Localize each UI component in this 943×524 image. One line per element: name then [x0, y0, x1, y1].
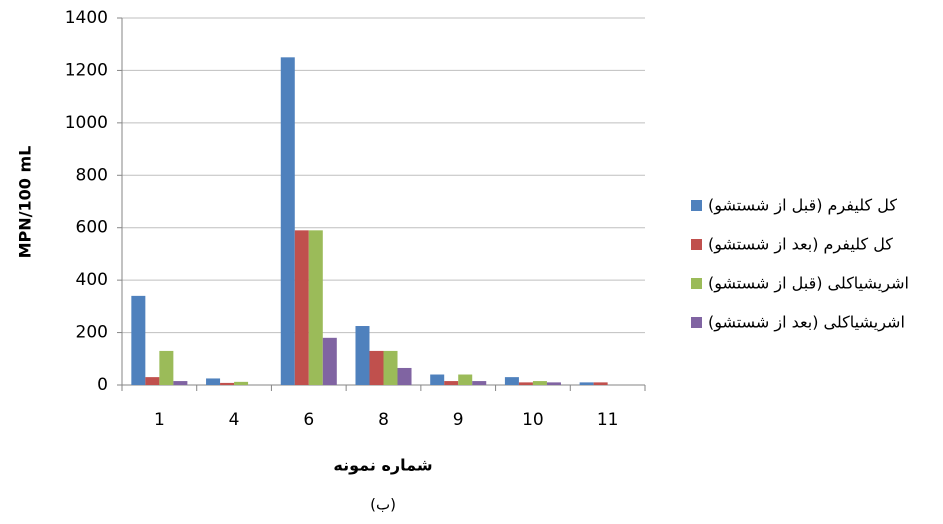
bar [159, 350, 174, 385]
x-tick-label: 6 [303, 410, 314, 430]
bar [369, 350, 384, 385]
bar [131, 295, 146, 385]
legend-swatch [691, 317, 702, 328]
x-tick-label: 10 [522, 410, 544, 430]
bar [430, 374, 445, 385]
legend-swatch [691, 278, 702, 289]
bar [145, 377, 160, 385]
x-tick-label: 9 [453, 410, 464, 430]
y-tick-label: 200 [76, 323, 108, 343]
bar [532, 381, 547, 385]
caption: (ب) [370, 496, 396, 514]
legend-swatch [691, 239, 702, 250]
bar [355, 326, 370, 385]
bar [472, 381, 487, 385]
bar [383, 350, 398, 385]
y-tick-label: 1400 [65, 8, 108, 28]
bar [518, 382, 533, 385]
legend-label: کل کلیفرم (بعد از شستشو) [708, 235, 893, 255]
bar [280, 57, 295, 385]
bar [322, 337, 337, 385]
bar [234, 381, 249, 385]
bar [397, 367, 412, 385]
bar [458, 374, 473, 385]
y-tick-label: 400 [76, 270, 108, 290]
legend-swatch [691, 200, 702, 211]
bar [546, 382, 561, 385]
legend-label: اشریشیاکلی (قبل از شستشو) [708, 274, 909, 294]
y-tick-label: 0 [97, 375, 108, 395]
legend-label: اشریشیاکلی (بعد از شستشو) [708, 313, 905, 333]
bar [593, 382, 608, 385]
x-axis-label: شماره نمونه [333, 456, 432, 475]
y-tick-label: 800 [76, 165, 108, 185]
x-tick-label: 11 [597, 410, 619, 430]
bar [220, 382, 235, 385]
bar [444, 381, 459, 385]
bar [173, 381, 188, 385]
y-tick-label: 600 [76, 218, 108, 238]
legend-label: کل کلیفرم (قبل از شستشو) [708, 196, 897, 216]
bar [206, 378, 221, 385]
bar [308, 230, 323, 385]
y-tick-label: 1200 [65, 60, 108, 80]
x-tick-label: 4 [229, 410, 240, 430]
x-tick-label: 1 [154, 410, 165, 430]
bar [504, 377, 519, 385]
y-axis-label: MPN/100 mL [16, 146, 35, 259]
x-tick-label: 8 [378, 410, 389, 430]
bar [294, 230, 309, 385]
bar [579, 382, 594, 385]
y-tick-label: 1000 [65, 113, 108, 133]
